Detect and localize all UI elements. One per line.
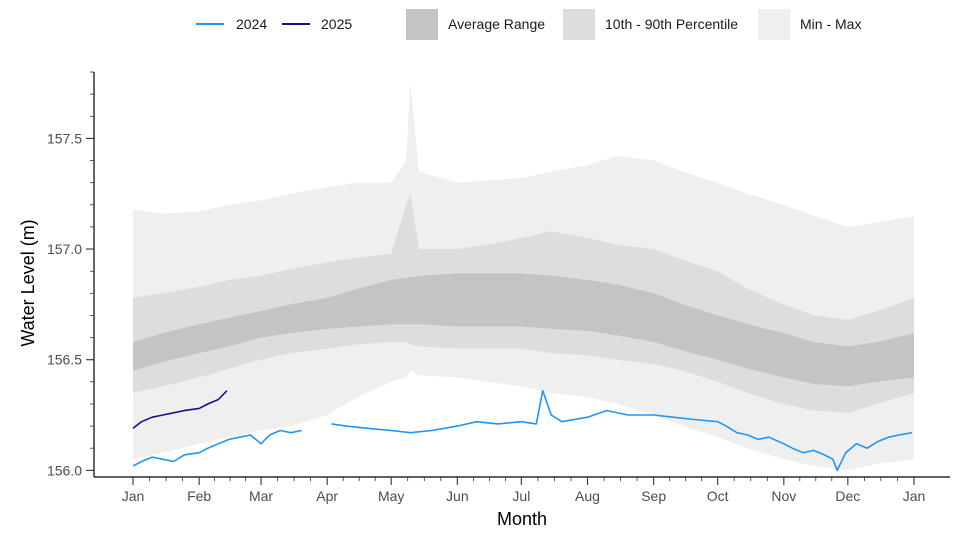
x-tick-label: Jan — [122, 488, 145, 504]
series-line-2024-segment-2 — [331, 389, 913, 472]
x-tick-label: Aug — [575, 488, 600, 504]
x-tick-label: Jul — [512, 488, 530, 504]
x-tick-label: Feb — [187, 488, 211, 504]
x-tick-label: Nov — [771, 488, 796, 504]
legend-label-average-range: Average Range — [448, 16, 545, 32]
series-lines — [132, 389, 913, 472]
y-tick-label: 156.0 — [47, 462, 82, 478]
x-tick-label: Oct — [707, 488, 729, 504]
legend-swatch-average-range — [406, 9, 438, 40]
y-tick-label: 157.5 — [47, 130, 82, 146]
x-tick-label: Jun — [446, 488, 469, 504]
legend-swatch-10th-90th-percentile — [563, 9, 595, 40]
y-tick-label: 156.5 — [47, 352, 82, 368]
series-line-2025 — [132, 390, 228, 429]
legend-label-2025: 2025 — [321, 16, 352, 32]
x-tick-label: Jan — [903, 488, 926, 504]
x-tick-label: Dec — [835, 488, 860, 504]
x-axis-title: Month — [497, 509, 547, 529]
series-line-2024-segment-1 — [132, 429, 302, 467]
x-tick-label: Sep — [641, 488, 666, 504]
x-tick-label: Mar — [249, 488, 273, 504]
legend-label-min-max: Min - Max — [800, 16, 861, 32]
axes: 156.0 156.5 157.0 157.5 Jan Feb Mar Apr May Jun Ju… — [47, 71, 950, 504]
y-tick-label: 157.0 — [47, 241, 82, 257]
legend-swatch-min-max — [758, 9, 790, 40]
legend: 2024 2025 Average Range 10th - 90th Percent… — [196, 9, 861, 40]
x-tick-label: May — [378, 488, 404, 504]
range-bands — [133, 83, 914, 471]
y-axis-title: Water Level (m) — [18, 219, 38, 346]
legend-label-2024: 2024 — [236, 16, 267, 32]
band-average-range — [133, 273, 914, 387]
x-tick-label: Apr — [316, 488, 338, 504]
legend-label-10th-90th-percentile: 10th - 90th Percentile — [605, 16, 738, 32]
